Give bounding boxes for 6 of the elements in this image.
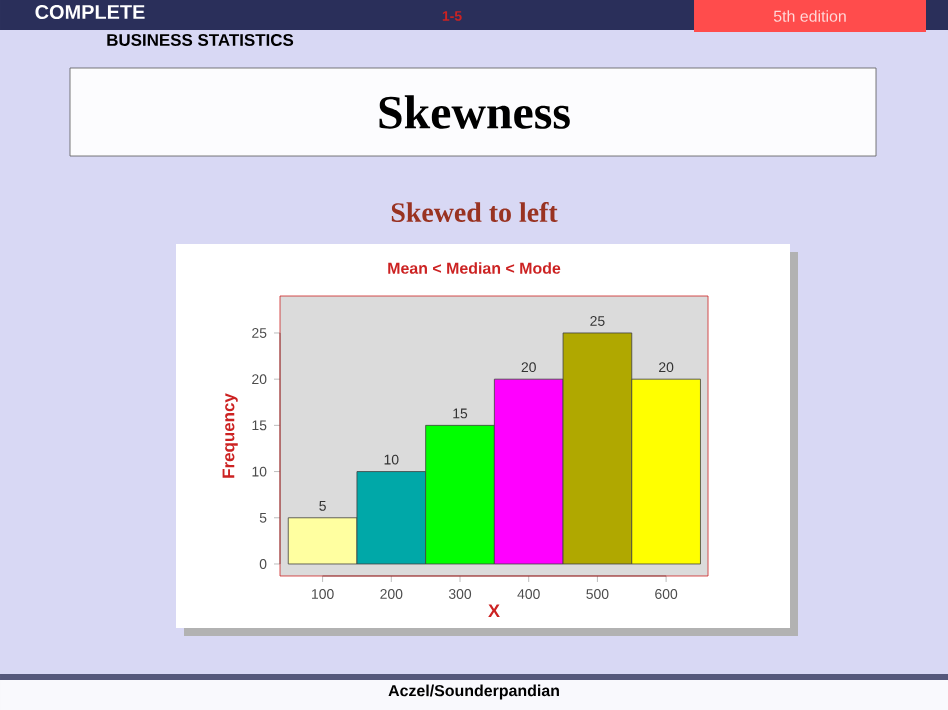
chart-subtitle: Skewed to left (391, 202, 558, 222)
x-axis-title: X (488, 604, 500, 617)
text: BUSINESS STATISTICS (107, 34, 294, 46)
y-axis-title: Frequency (222, 393, 238, 478)
text: COMPLETE (35, 4, 145, 20)
chart-title: Skewness (379, 95, 570, 129)
